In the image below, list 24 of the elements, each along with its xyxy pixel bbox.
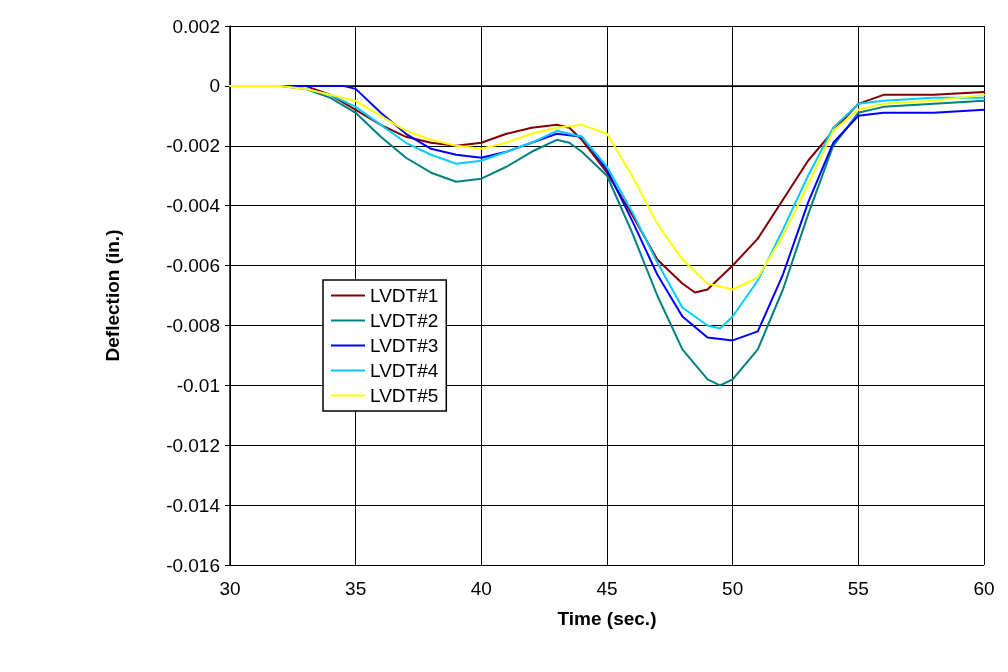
y-tick-label: -0.002 xyxy=(166,135,220,157)
x-tick-label: 30 xyxy=(219,578,241,599)
legend-label: LVDT#1 xyxy=(370,285,439,306)
x-tick-label: 45 xyxy=(596,578,618,599)
x-tick-label: 50 xyxy=(722,578,744,599)
legend-label: LVDT#4 xyxy=(370,360,439,381)
y-tick-label: 0.002 xyxy=(172,15,220,37)
y-tick-label: -0.014 xyxy=(166,494,221,516)
x-tick-label: 55 xyxy=(847,578,869,599)
x-tick-label: 35 xyxy=(345,578,367,599)
legend-label: LVDT#5 xyxy=(370,385,439,406)
legend-label: LVDT#3 xyxy=(370,335,439,356)
y-tick-label: -0.004 xyxy=(166,195,221,217)
x-axis-title: Time (sec.) xyxy=(557,608,657,629)
y-tick-label: -0.01 xyxy=(176,374,220,396)
y-tick-label: 0 xyxy=(209,75,220,97)
x-tick-label: 60 xyxy=(973,578,995,599)
y-tick-label: -0.016 xyxy=(166,554,220,576)
legend-label: LVDT#2 xyxy=(370,310,439,331)
x-tick-label: 40 xyxy=(470,578,492,599)
y-tick-label: -0.008 xyxy=(166,314,220,336)
y-tick-label: -0.006 xyxy=(166,255,220,277)
y-axis-title: Deflection (in.) xyxy=(102,229,123,362)
y-tick-label: -0.012 xyxy=(166,434,220,456)
